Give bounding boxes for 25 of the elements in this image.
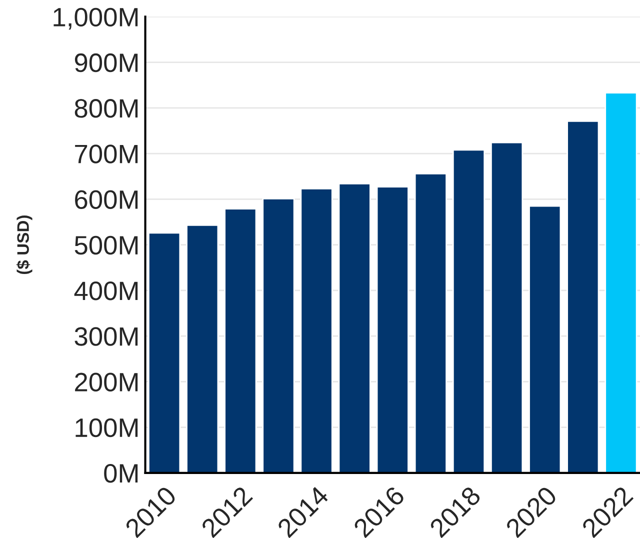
y-tick-label: 300M <box>74 327 138 346</box>
y-tick-label: 100M <box>76 418 138 438</box>
y-tick-label: 200M <box>75 372 138 392</box>
bar <box>262 198 295 473</box>
y-tick-label: 800M <box>74 99 138 118</box>
bar <box>224 208 257 473</box>
bar <box>566 120 600 473</box>
y-tick-label: 900M <box>74 53 138 72</box>
bar <box>452 149 486 473</box>
bar <box>414 172 447 473</box>
y-tick-label: 700M <box>75 144 138 164</box>
bar <box>148 232 181 473</box>
bar <box>186 224 219 473</box>
y-tick-label: 500M <box>74 236 138 255</box>
bar <box>376 186 409 473</box>
bar <box>528 205 562 473</box>
bar <box>490 142 524 473</box>
bar <box>604 92 638 473</box>
y-tick-label: 600M <box>75 190 138 209</box>
bar <box>338 182 371 473</box>
y-tick-label: 400M <box>74 282 138 300</box>
y-tick-label: 0M <box>104 464 138 483</box>
bar <box>300 188 333 473</box>
y-axis-title: ($ USD) <box>16 216 32 274</box>
y-tick-label: 1,000M <box>54 8 138 30</box>
